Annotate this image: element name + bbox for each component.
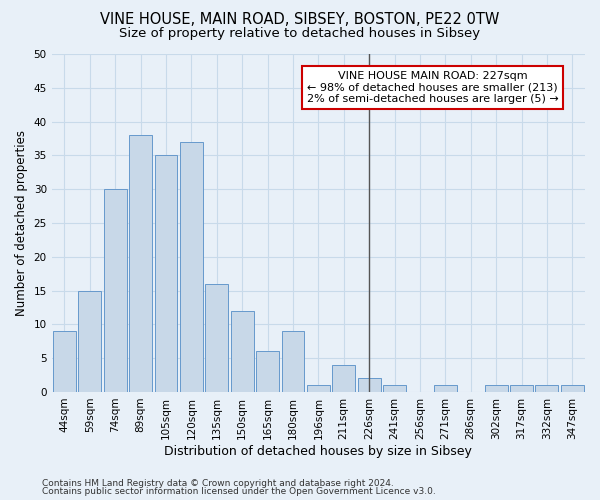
Bar [205, 284, 228, 392]
Bar [485, 385, 508, 392]
Bar [281, 331, 304, 392]
X-axis label: Distribution of detached houses by size in Sibsey: Distribution of detached houses by size … [164, 444, 472, 458]
Y-axis label: Number of detached properties: Number of detached properties [15, 130, 28, 316]
Bar [510, 385, 533, 392]
Bar [332, 365, 355, 392]
Bar [561, 385, 584, 392]
Bar [256, 352, 279, 392]
Bar [383, 385, 406, 392]
Bar [231, 311, 254, 392]
Text: VINE HOUSE, MAIN ROAD, SIBSEY, BOSTON, PE22 0TW: VINE HOUSE, MAIN ROAD, SIBSEY, BOSTON, P… [100, 12, 500, 28]
Bar [104, 189, 127, 392]
Bar [155, 156, 178, 392]
Bar [129, 135, 152, 392]
Bar [358, 378, 380, 392]
Bar [53, 331, 76, 392]
Bar [535, 385, 559, 392]
Text: Contains public sector information licensed under the Open Government Licence v3: Contains public sector information licen… [42, 487, 436, 496]
Text: VINE HOUSE MAIN ROAD: 227sqm
← 98% of detached houses are smaller (213)
2% of se: VINE HOUSE MAIN ROAD: 227sqm ← 98% of de… [307, 71, 559, 104]
Bar [434, 385, 457, 392]
Bar [307, 385, 330, 392]
Text: Size of property relative to detached houses in Sibsey: Size of property relative to detached ho… [119, 28, 481, 40]
Bar [180, 142, 203, 392]
Bar [79, 290, 101, 392]
Text: Contains HM Land Registry data © Crown copyright and database right 2024.: Contains HM Land Registry data © Crown c… [42, 478, 394, 488]
